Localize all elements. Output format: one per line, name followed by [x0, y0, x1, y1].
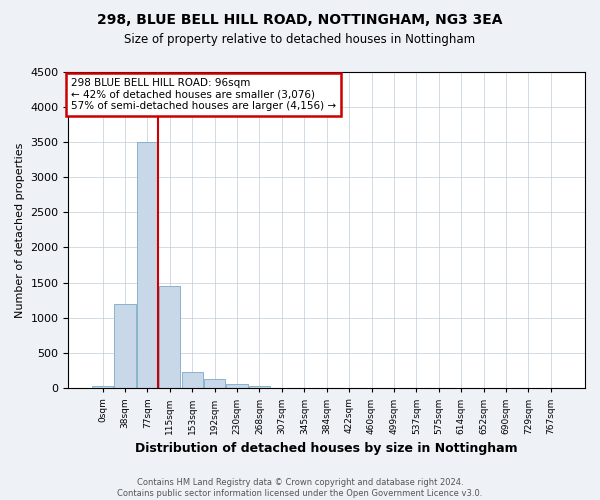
Text: 298, BLUE BELL HILL ROAD, NOTTINGHAM, NG3 3EA: 298, BLUE BELL HILL ROAD, NOTTINGHAM, NG…	[97, 12, 503, 26]
Y-axis label: Number of detached properties: Number of detached properties	[15, 142, 25, 318]
Text: Contains HM Land Registry data © Crown copyright and database right 2024.
Contai: Contains HM Land Registry data © Crown c…	[118, 478, 482, 498]
Bar	[159, 286, 181, 388]
Bar	[204, 379, 225, 388]
X-axis label: Distribution of detached houses by size in Nottingham: Distribution of detached houses by size …	[136, 442, 518, 455]
Bar	[182, 372, 203, 388]
Bar	[137, 142, 158, 388]
Text: 298 BLUE BELL HILL ROAD: 96sqm
← 42% of detached houses are smaller (3,076)
57% : 298 BLUE BELL HILL ROAD: 96sqm ← 42% of …	[71, 78, 336, 111]
Bar	[226, 384, 248, 388]
Text: Size of property relative to detached houses in Nottingham: Size of property relative to detached ho…	[124, 32, 476, 46]
Bar	[249, 386, 270, 388]
Bar	[92, 386, 113, 388]
Bar	[115, 304, 136, 388]
